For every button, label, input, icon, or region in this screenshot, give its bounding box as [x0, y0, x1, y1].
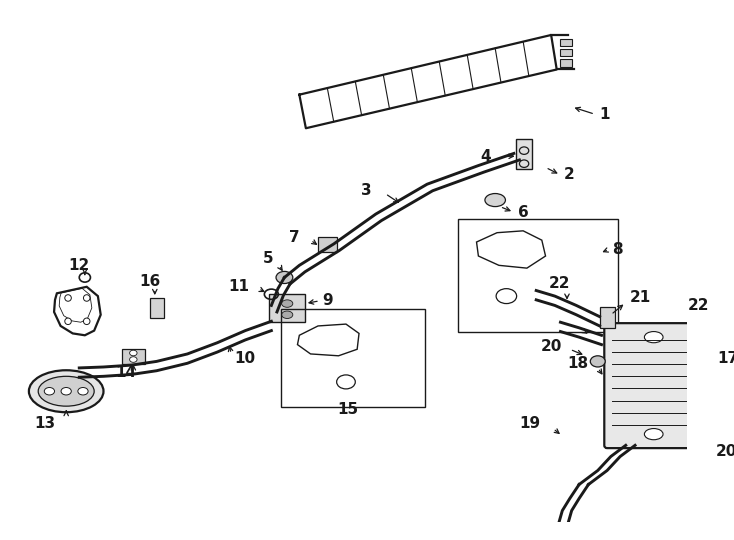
Ellipse shape	[130, 350, 137, 356]
Text: 10: 10	[234, 351, 255, 366]
Text: 7: 7	[288, 230, 299, 245]
Text: 16: 16	[139, 274, 161, 289]
Text: 17: 17	[717, 351, 734, 366]
Bar	[122, 349, 145, 364]
Text: 19: 19	[519, 416, 540, 431]
Bar	[561, 59, 572, 67]
Text: 9: 9	[323, 293, 333, 308]
Text: 14: 14	[115, 365, 137, 380]
Ellipse shape	[282, 311, 293, 319]
Ellipse shape	[590, 356, 606, 367]
Text: 22: 22	[549, 276, 570, 292]
Text: 5: 5	[263, 251, 273, 266]
Ellipse shape	[644, 332, 663, 343]
Bar	[318, 238, 337, 252]
Ellipse shape	[84, 318, 90, 325]
Ellipse shape	[38, 376, 94, 406]
Text: 11: 11	[228, 279, 249, 294]
Text: 22: 22	[688, 298, 710, 313]
Bar	[600, 307, 614, 328]
Text: 13: 13	[34, 416, 55, 431]
FancyBboxPatch shape	[604, 323, 703, 448]
Ellipse shape	[61, 388, 71, 395]
Bar	[561, 49, 572, 57]
Text: 12: 12	[68, 258, 90, 273]
Bar	[516, 139, 532, 169]
Text: 20: 20	[716, 444, 734, 460]
Bar	[458, 219, 618, 333]
Text: 4: 4	[480, 148, 490, 164]
Ellipse shape	[282, 300, 293, 307]
Bar	[561, 39, 572, 46]
Text: 3: 3	[360, 183, 371, 198]
Ellipse shape	[29, 370, 103, 412]
Text: 6: 6	[517, 205, 528, 220]
Ellipse shape	[84, 295, 90, 301]
Ellipse shape	[78, 388, 88, 395]
Text: 8: 8	[611, 242, 622, 257]
Text: 20: 20	[541, 339, 562, 354]
Ellipse shape	[276, 272, 293, 284]
Ellipse shape	[65, 295, 71, 301]
Ellipse shape	[485, 193, 506, 207]
Ellipse shape	[130, 357, 137, 362]
Ellipse shape	[694, 442, 707, 452]
Text: 21: 21	[630, 291, 651, 306]
Text: 18: 18	[567, 356, 589, 371]
Bar	[269, 294, 305, 322]
Bar	[280, 309, 425, 407]
Text: 2: 2	[564, 167, 575, 183]
Ellipse shape	[65, 318, 71, 325]
Ellipse shape	[44, 388, 54, 395]
Text: 15: 15	[337, 402, 358, 417]
Bar	[150, 298, 164, 319]
Text: 1: 1	[600, 107, 610, 122]
Ellipse shape	[644, 429, 663, 440]
